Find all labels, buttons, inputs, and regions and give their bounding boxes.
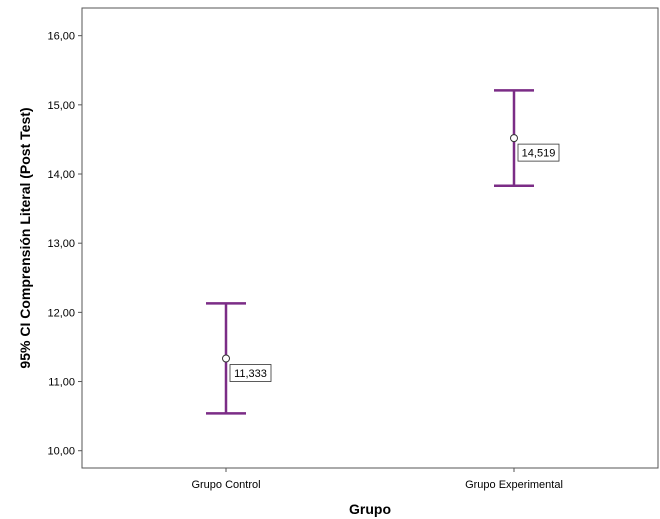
plot-frame: [81, 7, 659, 469]
x-axis-title: Grupo: [349, 501, 391, 517]
error-bars: 11,333 14,519: [206, 89, 560, 415]
mean-label-box: [229, 364, 272, 382]
y-tick-label: 10,00: [47, 446, 75, 458]
x-tick-label: Grupo Experimental: [465, 479, 563, 491]
y-tick-label: 15,00: [47, 100, 75, 112]
y-tick-label: 13,00: [47, 238, 75, 250]
error-bar-group: 14,519: [494, 89, 560, 188]
mean-point: [222, 354, 230, 363]
mean-data-label: 14,519: [522, 148, 556, 160]
x-axis: Grupo Control Grupo Experimental: [191, 468, 563, 491]
y-axis: 10,00 11,00 12,00 13,00 14,00 15,00 16,00: [47, 31, 82, 458]
y-tick-label: 16,00: [47, 31, 75, 43]
x-tick-label: Grupo Control: [191, 479, 260, 491]
y-tick-label: 12,00: [47, 307, 75, 319]
mean-label-box: [517, 143, 560, 162]
y-axis-title: 95% CI Comprensión Literal (Post Test): [17, 107, 33, 368]
mean-point: [510, 134, 518, 143]
error-bar-group: 11,333: [206, 302, 272, 415]
y-tick-label: 14,00: [47, 169, 75, 181]
y-tick-label: 11,00: [48, 377, 75, 389]
mean-data-label: 11,333: [234, 368, 267, 380]
